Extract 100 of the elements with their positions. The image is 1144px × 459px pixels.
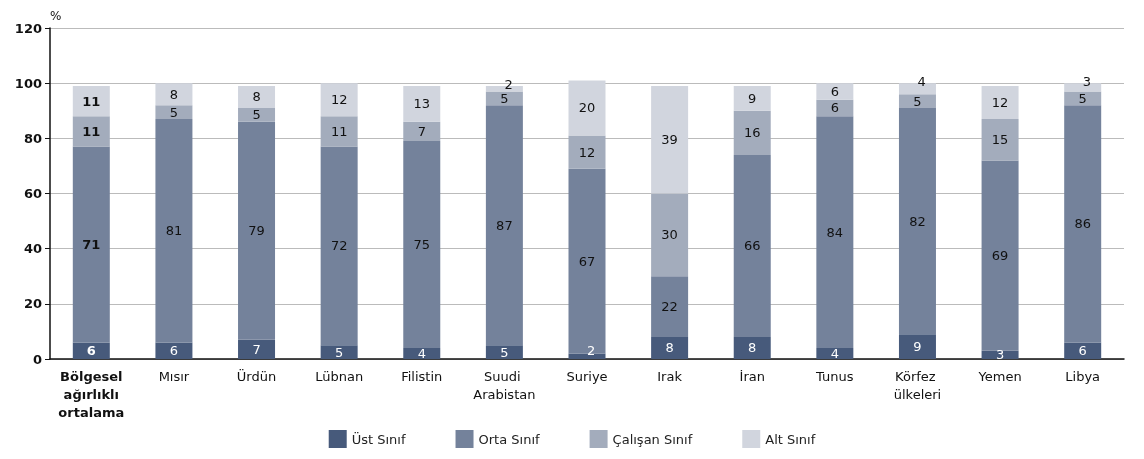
bar [651, 85, 689, 194]
legend-label: Üst Sınıf [351, 430, 406, 447]
bar [403, 141, 441, 348]
y-tick-label: 20 [23, 296, 42, 312]
bar [403, 85, 441, 122]
bar [568, 135, 606, 169]
data-label: 20 [578, 100, 596, 116]
bar [651, 193, 689, 277]
x-tick-label: Ürdün [236, 367, 277, 384]
data-label: 72 [330, 238, 348, 254]
x-tick-label: Irak [657, 368, 683, 384]
bar [568, 80, 606, 136]
data-label: 79 [248, 223, 265, 239]
data-label: 13 [413, 96, 431, 112]
data-label: 82 [909, 213, 926, 229]
data-label: 86 [1074, 216, 1091, 232]
bar [898, 107, 936, 335]
data-label: 71 [82, 237, 101, 253]
bar [485, 91, 523, 106]
bar [320, 83, 358, 117]
data-label: 2 [587, 343, 596, 359]
bar [733, 110, 771, 155]
data-label: 11 [82, 123, 101, 139]
x-tick-label: Lübnan [315, 368, 364, 384]
bar [320, 116, 358, 147]
bar [733, 154, 771, 337]
data-label: 6 [169, 343, 179, 359]
x-tick-label: İran [739, 368, 765, 384]
x-tick-label: Körfez ülkeleri [893, 368, 942, 402]
bar [981, 85, 1019, 120]
bar [1064, 105, 1102, 343]
bar [816, 83, 854, 100]
bar [485, 345, 523, 359]
data-label: 12 [330, 92, 348, 108]
x-tick-label: Libya [1065, 368, 1101, 384]
data-label: 67 [578, 253, 596, 269]
bar [403, 347, 441, 359]
data-label: 6 [86, 343, 96, 359]
data-label: 22 [661, 299, 678, 315]
x-tick-label: Bölgesel ağırlıklı ortalama [58, 368, 125, 420]
data-label: 12 [991, 94, 1009, 110]
y-tick-label: 40 [23, 241, 42, 257]
bar [733, 336, 771, 359]
data-label: 7 [417, 123, 426, 139]
x-tick-label: Yemen [977, 368, 1022, 384]
bar [155, 105, 193, 120]
x-tick-label: Suriye [566, 368, 608, 384]
data-label: 87 [496, 217, 513, 233]
data-label: 81 [165, 223, 183, 239]
bar [651, 336, 689, 359]
x-tick-label: Suudi Arabistan [473, 368, 536, 402]
bar [898, 94, 936, 108]
data-label: 66 [743, 238, 761, 254]
bar [238, 121, 276, 340]
data-label: 12 [578, 144, 596, 160]
bar [733, 85, 771, 111]
bar [568, 168, 606, 354]
data-label: 4 [417, 345, 426, 361]
y-tick-label: 120 [14, 20, 42, 36]
data-label: 6 [830, 83, 839, 99]
data-label: 39 [661, 132, 678, 148]
data-label: 3 [995, 347, 1005, 363]
data-label: 7 [252, 341, 261, 357]
bar [403, 121, 441, 142]
bar [320, 345, 358, 359]
y-axis-title: % [50, 9, 62, 23]
bar [155, 83, 193, 106]
data-label: 5 [252, 107, 261, 123]
data-label: 5 [500, 90, 509, 106]
data-label: 8 [748, 340, 757, 356]
data-label: 8 [665, 340, 674, 356]
bar [485, 105, 523, 346]
data-label: 5 [335, 344, 344, 360]
bar [72, 116, 110, 147]
bar [72, 342, 110, 359]
bar [1064, 342, 1102, 359]
legend-label: Alt Sınıf [765, 431, 816, 447]
data-label: 9 [748, 90, 757, 106]
bar [238, 107, 276, 122]
data-label: 84 [826, 224, 844, 240]
data-label: 4 [830, 345, 839, 361]
data-label: 8 [169, 86, 179, 102]
data-label: 69 [991, 248, 1009, 264]
bar [72, 146, 110, 343]
legend-label: Çalışan Sınıf [612, 431, 693, 447]
data-label: 6 [1078, 343, 1087, 359]
x-tick-label: Tunus [815, 368, 854, 384]
y-tick-label: 60 [23, 186, 42, 201]
bar [238, 85, 276, 108]
data-label: 5 [1078, 90, 1087, 106]
bar [72, 85, 110, 117]
bar [898, 334, 936, 359]
x-tick-label: Mısır [158, 368, 190, 384]
data-label: 8 [252, 89, 261, 105]
bar [981, 119, 1019, 161]
data-label: 11 [82, 93, 101, 109]
bar [816, 347, 854, 359]
data-label: 16 [743, 125, 761, 141]
data-label: 5 [169, 104, 179, 120]
bar [1064, 91, 1102, 106]
